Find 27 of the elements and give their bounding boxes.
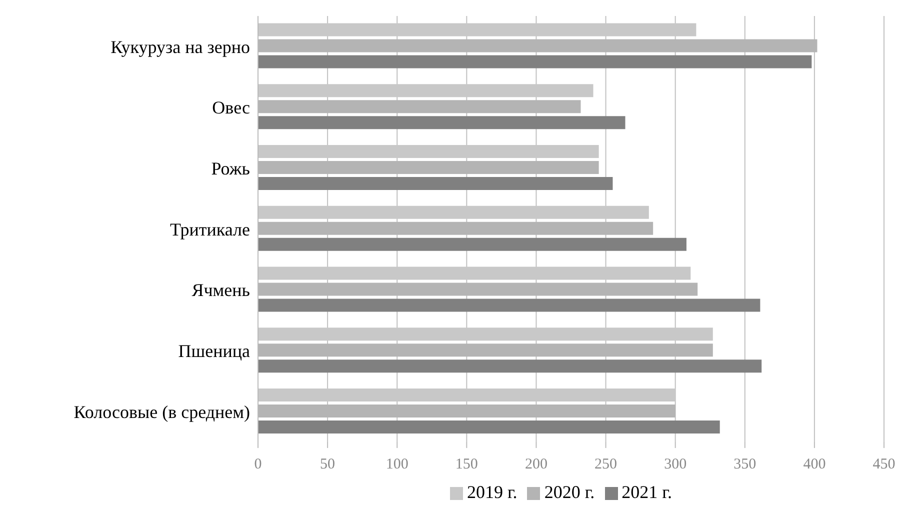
y-tick-label: Колосовые (в среднем) bbox=[74, 402, 250, 422]
x-tick-label: 450 bbox=[872, 456, 896, 473]
legend-label: 2019 г. bbox=[466, 482, 518, 502]
x-tick-label: 0 bbox=[254, 456, 262, 473]
y-tick-label: Рожь bbox=[211, 158, 250, 179]
bar bbox=[258, 420, 720, 434]
y-tick-label: Тритикале bbox=[170, 219, 250, 240]
bar bbox=[258, 360, 762, 373]
legend-label: 2021 г. bbox=[622, 482, 672, 502]
bar bbox=[258, 238, 686, 251]
x-tick-label: 250 bbox=[594, 456, 618, 473]
x-tick-label: 100 bbox=[386, 456, 408, 473]
x-tick-label: 200 bbox=[524, 456, 548, 473]
bar bbox=[258, 177, 613, 190]
legend-label: 2020 г. bbox=[544, 482, 595, 502]
y-tick-label: Ячмень bbox=[192, 280, 250, 300]
x-tick-label: 150 bbox=[455, 456, 478, 473]
bar bbox=[258, 298, 760, 312]
bar bbox=[258, 116, 626, 130]
y-tick-label: Пшеница bbox=[178, 341, 250, 362]
bar bbox=[258, 55, 812, 68]
y-tick-label: Кукуруза на зерно bbox=[110, 36, 250, 57]
y-tick-label: Овес bbox=[212, 98, 250, 118]
x-tick-label: 400 bbox=[803, 456, 826, 473]
x-tick-label: 300 bbox=[664, 456, 687, 473]
x-tick-label: 50 bbox=[320, 456, 336, 473]
x-tick-label: 350 bbox=[734, 456, 756, 473]
